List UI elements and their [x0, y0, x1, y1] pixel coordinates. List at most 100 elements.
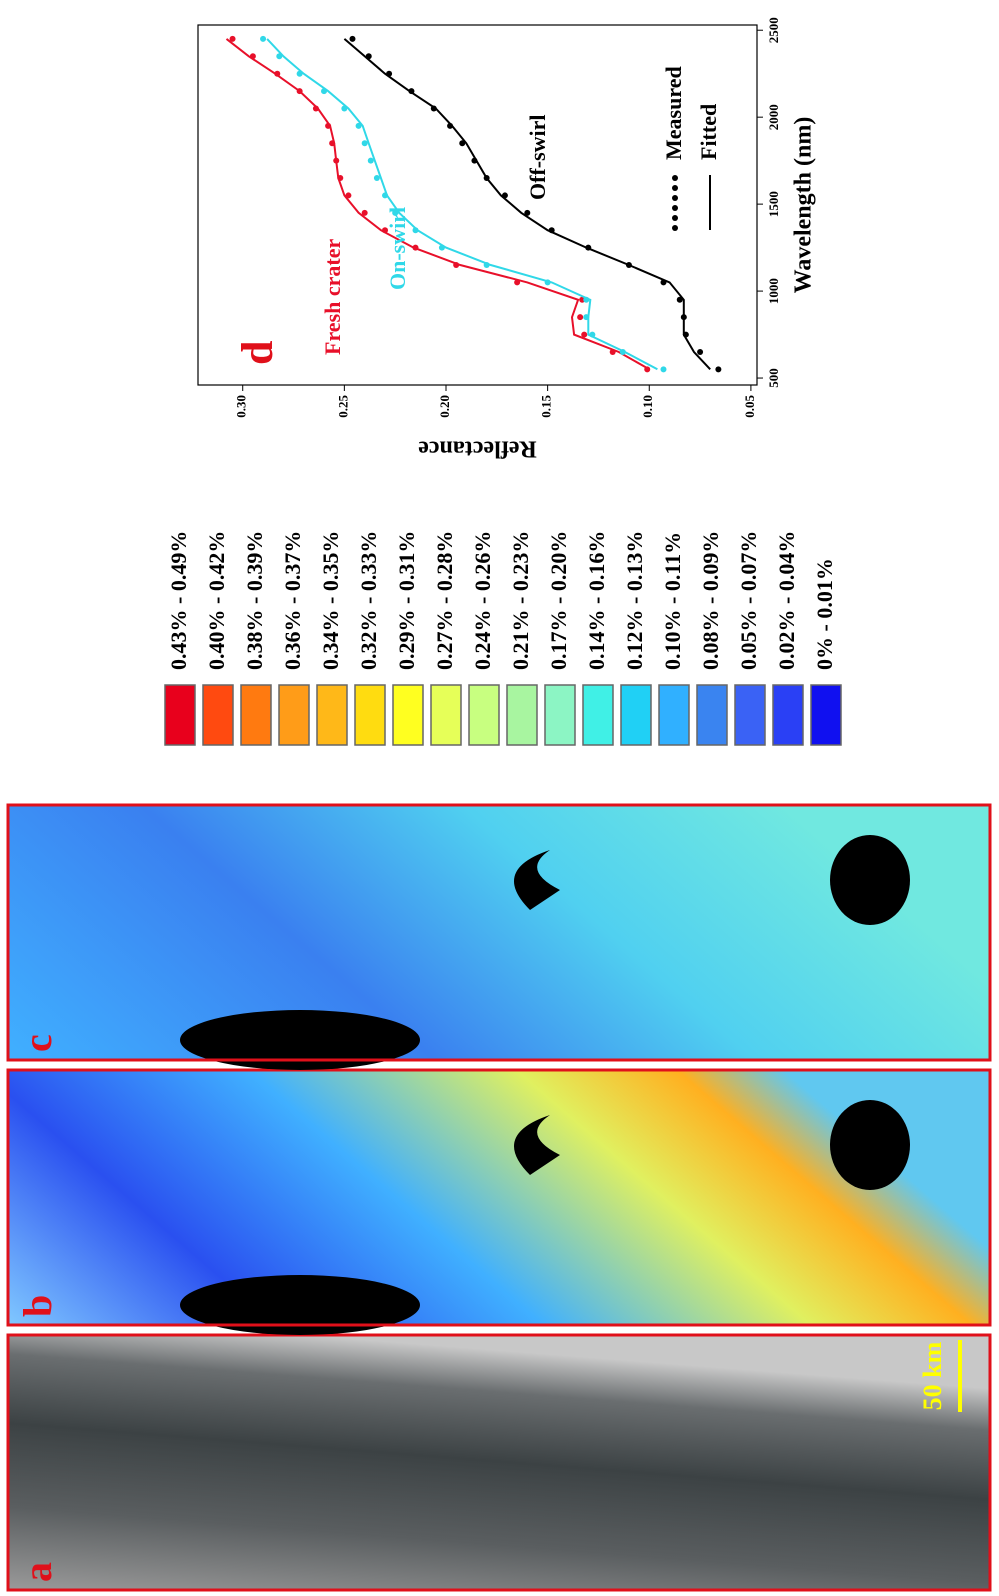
measured-point [548, 227, 555, 234]
measured-point [229, 35, 236, 42]
colorbar-label: 0.27% - 0.28% [432, 531, 457, 670]
colorbar-swatch [658, 684, 690, 746]
measured-point [249, 53, 256, 60]
measured-point [583, 314, 590, 321]
panel-image [8, 1070, 990, 1325]
x-tick-label: 2500 [766, 17, 781, 43]
measured-point [583, 296, 590, 303]
legend-dot [672, 205, 678, 211]
colorbar-swatch [240, 684, 272, 746]
measured-point [544, 279, 551, 286]
colorbar-label: 0.08% - 0.09% [698, 531, 723, 670]
colorbar-swatch [354, 684, 386, 746]
measured-point [349, 35, 356, 42]
panel-frame [6, 1068, 992, 1327]
measured-point [361, 209, 368, 216]
colorbar-label: 0.12% - 0.13% [622, 531, 647, 670]
measured-point [325, 122, 332, 129]
colorbar-swatch [316, 684, 348, 746]
measured-point [483, 175, 490, 182]
measured-point [412, 227, 419, 234]
measured-point [392, 209, 399, 216]
measured-point [459, 140, 466, 147]
measured-point [408, 88, 415, 95]
y-tick-label: 0.30 [234, 395, 249, 418]
colorbar-label: 0.32% - 0.33% [356, 531, 381, 670]
x-tick-label: 1500 [766, 191, 781, 217]
measured-point [524, 209, 531, 216]
colorbar-swatch [468, 684, 500, 746]
mask-region [180, 1275, 420, 1335]
measured-point [365, 53, 372, 60]
measured-point [715, 366, 722, 373]
colorbar-label: 0.40% - 0.42% [204, 531, 229, 670]
measured-point [333, 157, 340, 164]
x-axis-label: Wavelength (nm) [791, 117, 817, 294]
colorbar-label: 0.21% - 0.23% [508, 531, 533, 670]
colorbar-label: 0.36% - 0.37% [280, 531, 305, 670]
measured-point [501, 192, 508, 199]
colorbar-label: 0.24% - 0.26% [470, 531, 495, 670]
measured-point [619, 348, 626, 355]
measured-point [345, 192, 352, 199]
measured-point [373, 175, 380, 182]
measured-point [453, 262, 460, 268]
measured-point [577, 314, 584, 321]
measured-point [697, 348, 704, 355]
y-tick-label: 0.05 [742, 395, 757, 418]
measured-point [367, 157, 374, 164]
measured-point [447, 122, 454, 129]
panel-image [8, 805, 990, 1060]
mask-region [830, 1100, 910, 1190]
legend-dot [672, 185, 678, 191]
measured-point [625, 262, 632, 268]
panel-label: d [233, 341, 282, 365]
measured-point [355, 122, 362, 129]
colorbar-label: 0.38% - 0.39% [242, 531, 267, 670]
legend-label: Measured [661, 66, 686, 160]
measured-point [680, 314, 687, 321]
measured-point [382, 227, 389, 234]
measured-point [274, 70, 281, 77]
fitted-line [266, 38, 658, 371]
measured-point [589, 331, 596, 338]
measured-point [382, 192, 389, 199]
mask-region [830, 835, 910, 925]
measured-point [660, 366, 667, 373]
measured-point [644, 366, 651, 373]
mask-region [514, 850, 560, 910]
colorbar-swatch [278, 684, 310, 746]
measured-point [341, 105, 348, 112]
panel-frame [6, 803, 992, 1062]
measured-point [609, 348, 616, 355]
scale-bar-label: 50 km [918, 1341, 947, 1410]
colorbar-label: 0.43% - 0.49% [166, 531, 191, 670]
colorbar-swatch [202, 684, 234, 746]
legend-dot [672, 225, 678, 231]
measured-point [682, 331, 689, 338]
panel-label: c [15, 1034, 60, 1052]
colorbar-swatch [734, 684, 766, 746]
measured-point [581, 331, 588, 338]
colorbar-label: 0.17% - 0.20% [546, 531, 571, 670]
x-tick-label: 500 [766, 368, 781, 388]
legend-dot [672, 175, 678, 181]
plot-frame [197, 24, 758, 386]
legend-label: Fitted [696, 104, 721, 160]
colorbar-swatch [810, 684, 842, 746]
colorbar-swatch [772, 684, 804, 746]
mask-region [180, 1010, 420, 1070]
colorbar-swatch [544, 684, 576, 746]
measured-point [276, 53, 283, 60]
measured-point [483, 262, 490, 268]
colorbar-label: 0.05% - 0.07% [736, 531, 761, 670]
series-label: On-swirl [385, 207, 410, 290]
measured-point [329, 140, 336, 147]
colorbar-label: 0.34% - 0.35% [318, 531, 343, 670]
colorbar-swatch [506, 684, 538, 746]
panel-image [8, 1335, 990, 1590]
colorbar-swatch [164, 684, 196, 746]
measured-point [514, 279, 521, 286]
